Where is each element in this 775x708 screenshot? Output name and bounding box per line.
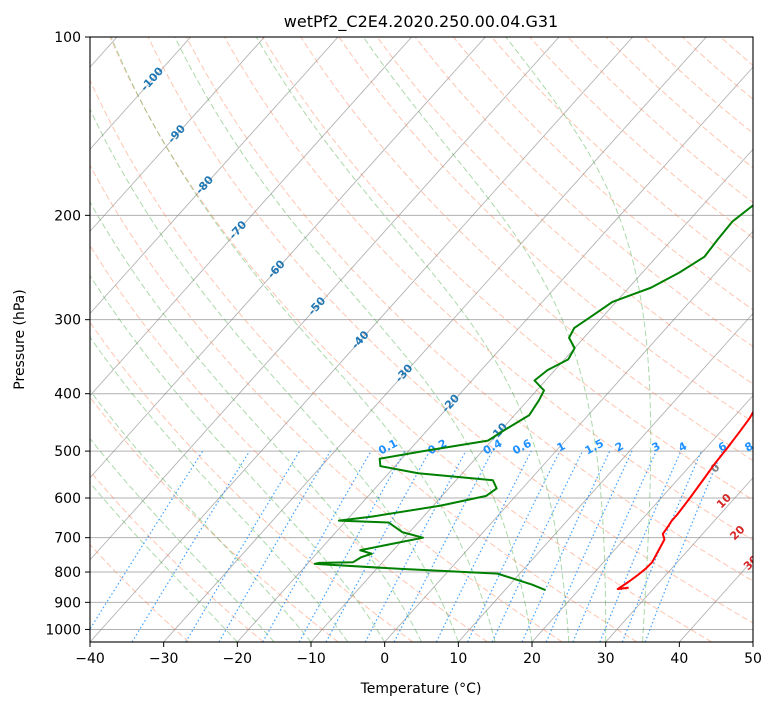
mixing-ratio-line: [599, 450, 682, 642]
dry-adiabat-line: [567, 37, 753, 204]
mixing-ratio-line: [262, 450, 372, 642]
axes: −40 −30 −20 −10 0 10 20 30 40 50 100 200 300 400 500 60…: [45, 30, 762, 667]
y-tick-label: 1000: [45, 622, 81, 638]
dry-adiabat-line: [300, 37, 753, 462]
isotherm-line: [90, 37, 634, 642]
temperature-profile-line: [616, 410, 753, 591]
isotherm-line: [90, 37, 192, 150]
x-tick-label: −10: [296, 651, 326, 667]
moist-adiabat-line: [90, 108, 459, 642]
mixing-ratio-line: [435, 450, 532, 642]
isotherm-line: [236, 66, 753, 642]
y-tick-label: 300: [54, 313, 81, 329]
isotherm-line: [90, 37, 413, 397]
dry-adiabat-line: [109, 37, 712, 642]
plot-area: [90, 37, 753, 642]
moist-adiabat-line: [90, 274, 386, 642]
dry-adiabat-line: [453, 37, 753, 311]
isotherm-line: [752, 641, 753, 642]
mixing-ratio-line: [545, 450, 633, 642]
dry-adiabat-line: [147, 37, 753, 624]
dry-adiabat-line: [376, 37, 753, 385]
moist-adiabat-line: [174, 37, 533, 642]
x-tick-label: 0: [380, 651, 389, 667]
mixing-ratio-line: [131, 450, 251, 642]
y-tick-label: 100: [54, 30, 81, 46]
mixing-ratio-line: [572, 450, 657, 642]
y-tick-label: 400: [54, 387, 81, 403]
dry-adiabat-line: [414, 37, 753, 348]
dry-adiabat-line: [90, 470, 264, 642]
x-tick-label: −30: [149, 651, 179, 667]
mixing-ratio-line: [185, 450, 301, 642]
moist-adiabat-line: [90, 389, 312, 642]
mixing-ratio-line: [218, 450, 331, 642]
moist-adiabat-line: [505, 37, 652, 642]
isotherm-line: [90, 37, 265, 233]
moist-adiabat-lines: [90, 37, 652, 642]
y-tick-label: 200: [54, 208, 81, 224]
x-tick-label: 50: [744, 651, 762, 667]
dry-adiabat-line: [262, 37, 753, 501]
plot-background: [90, 37, 753, 642]
mixing-ratio-line: [466, 450, 561, 642]
dry-adiabat-line: [90, 396, 339, 642]
moist-adiabat-line: [362, 37, 607, 642]
x-tick-label: −20: [223, 651, 253, 667]
y-tick-label: 500: [54, 444, 81, 460]
x-tick-label: 20: [523, 651, 541, 667]
chart-title: wetPf2_C2E4.2020.250.00.04.G31: [284, 12, 558, 32]
y-tick-label: 900: [54, 595, 81, 611]
x-tick-label: 10: [449, 651, 467, 667]
dry-adiabat-line: [224, 37, 753, 541]
isotherm-line: [605, 477, 753, 642]
dry-adiabat-line: [90, 244, 488, 642]
mixing-ratio-line: [521, 450, 611, 642]
y-tick-label: 800: [54, 565, 81, 581]
isotherm-line: [384, 230, 753, 642]
y-axis-label: Pressure (hPa): [12, 289, 28, 389]
isotherm-line: [457, 312, 753, 642]
mixing-ratio-label: 8: [743, 439, 756, 454]
dry-adiabat-line: [90, 79, 638, 642]
x-tick-label: −40: [75, 651, 105, 667]
dry-adiabat-label: 30: [741, 553, 761, 573]
dry-adiabat-line: [90, 164, 563, 642]
mixing-ratio-line: [491, 450, 584, 642]
isotherm-line: [90, 37, 486, 479]
dry-adiabat-line: [491, 37, 753, 275]
isotherm-line: [90, 37, 560, 561]
x-tick-label: 30: [597, 651, 615, 667]
isotherm-lines: [90, 37, 753, 642]
isotherm-line: [531, 394, 753, 642]
mixing-ratio-line: [298, 450, 406, 642]
x-axis-label: Temperature (°C): [360, 681, 482, 697]
mixing-ratio-line: [90, 450, 204, 631]
moist-adiabat-line: [90, 482, 238, 642]
plot-frame: [89, 36, 754, 643]
moist-adiabat-line: [90, 437, 275, 642]
moist-adiabat-line: [90, 201, 422, 642]
y-tick-label: 600: [54, 491, 81, 507]
isotherm-line: [163, 37, 707, 642]
isotherm-line: [90, 37, 339, 315]
dry-adiabat-line: [529, 37, 753, 239]
dry-adiabat-lines: [90, 37, 753, 642]
moist-adiabat-line: [110, 37, 496, 642]
dry-adiabat-line: [90, 321, 414, 642]
dry-adiabat-line: [338, 37, 753, 423]
moist-adiabat-line: [255, 37, 570, 642]
dry-adiabat-label: 40: [755, 584, 775, 604]
x-tick-label: 40: [670, 651, 688, 667]
y-tick-label: 700: [54, 531, 81, 547]
mixing-ratio-label: 10: [761, 438, 775, 457]
dry-adiabat-line: [185, 37, 753, 582]
